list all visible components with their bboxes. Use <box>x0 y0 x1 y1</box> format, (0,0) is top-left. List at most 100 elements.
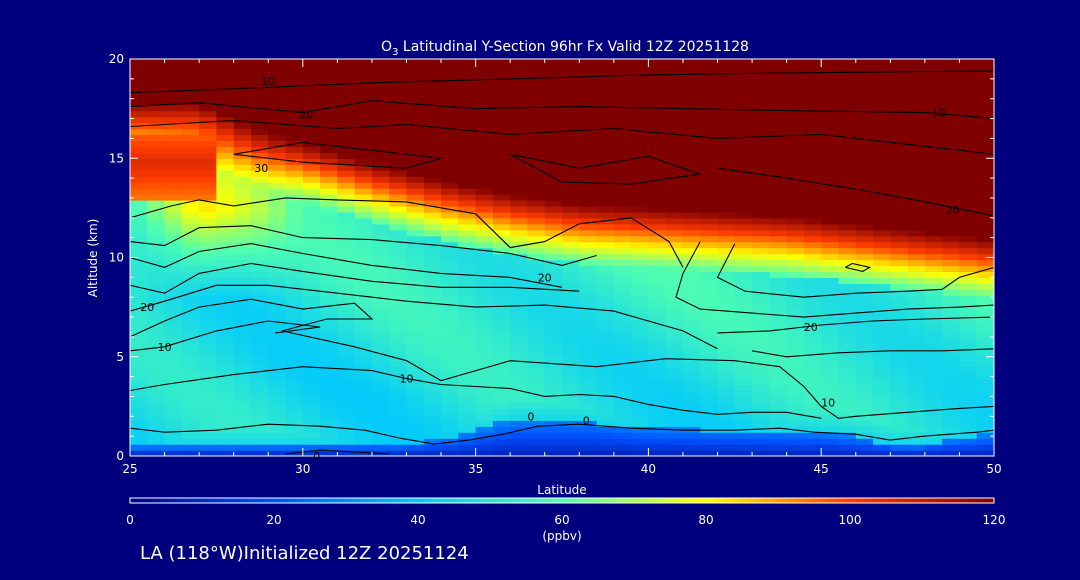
field-cell <box>596 152 615 159</box>
field-cell <box>821 229 840 237</box>
field-cell <box>596 319 615 326</box>
field-cell <box>631 223 649 231</box>
field-cell <box>302 259 321 267</box>
field-cell <box>475 152 494 159</box>
field-cell <box>268 182 287 189</box>
field-cell <box>648 354 667 362</box>
field-cell <box>803 444 822 451</box>
field-cell <box>164 360 183 368</box>
field-cell <box>354 194 373 201</box>
field-cell <box>613 74 632 82</box>
field-cell <box>147 384 166 392</box>
field-cell <box>285 116 304 124</box>
field-cell <box>873 134 891 141</box>
field-cell <box>371 307 390 314</box>
field-cell <box>389 402 408 409</box>
field-cell <box>130 104 148 112</box>
field-cell <box>907 170 926 177</box>
field-cell <box>648 80 667 88</box>
field-cell <box>769 205 788 213</box>
field-cell <box>786 420 805 427</box>
field-cell <box>873 98 891 106</box>
field-cell <box>942 188 961 195</box>
field-cell <box>510 319 529 326</box>
field-cell <box>389 86 408 94</box>
field-cell <box>976 307 994 314</box>
field-cell <box>942 59 961 64</box>
field-cell <box>942 348 961 356</box>
field-cell <box>786 301 805 308</box>
field-cell <box>130 402 148 409</box>
field-cell <box>147 176 166 183</box>
field-cell <box>337 63 356 70</box>
field-cell <box>233 211 252 219</box>
field-cell <box>251 68 269 76</box>
field-cell <box>838 336 857 344</box>
colorbar-ticks: 0 20 40 60 80 100 120 <box>126 513 1005 527</box>
field-cell <box>354 342 373 350</box>
field-cell <box>389 98 408 106</box>
field-cell <box>302 152 321 159</box>
field-cell <box>406 301 425 308</box>
field-cell <box>199 307 217 314</box>
field-cell <box>648 146 667 153</box>
field-cell <box>268 86 287 94</box>
field-cell <box>855 360 874 368</box>
field-cell <box>786 307 805 314</box>
field-cell <box>579 110 598 118</box>
field-cell <box>562 390 580 398</box>
field-cell <box>734 450 753 456</box>
field-cell <box>492 378 511 386</box>
field-cell <box>855 188 874 195</box>
field-cell <box>700 63 719 70</box>
field-cell <box>475 319 494 326</box>
field-cell <box>976 247 994 255</box>
field-cell <box>458 146 477 153</box>
field-cell <box>268 104 287 112</box>
field-cell <box>371 63 390 70</box>
field-cell <box>371 283 390 290</box>
field-cell <box>216 110 235 118</box>
field-cell <box>510 247 529 255</box>
field-cell <box>631 158 649 165</box>
field-cell <box>734 342 753 350</box>
field-cell <box>976 188 994 195</box>
field-cell <box>527 128 546 136</box>
field-cell <box>665 80 684 88</box>
field-cell <box>475 253 494 261</box>
field-cell <box>458 152 477 159</box>
field-cell <box>302 438 321 445</box>
field-cell <box>423 110 442 118</box>
field-cell <box>492 366 511 374</box>
field-cell <box>216 146 235 153</box>
field-cell <box>907 253 926 261</box>
field-cell <box>786 283 805 290</box>
field-cell <box>579 319 598 326</box>
field-cell <box>285 348 304 356</box>
field-cell <box>371 253 390 261</box>
field-cell <box>354 74 373 82</box>
field-cell <box>285 152 304 159</box>
field-cell <box>130 354 148 362</box>
field-cell <box>613 194 632 201</box>
field-cell <box>752 265 770 272</box>
field-cell <box>838 342 857 350</box>
field-cell <box>717 336 736 344</box>
field-cell <box>924 450 943 456</box>
field-cell <box>371 128 390 136</box>
field-cell <box>492 259 511 267</box>
field-cell <box>734 432 753 439</box>
field-cell <box>475 307 494 314</box>
field-cell <box>976 259 994 267</box>
field-cell <box>873 229 891 237</box>
field-cell <box>544 152 563 159</box>
field-cell <box>492 348 511 356</box>
field-cell <box>976 68 994 76</box>
field-cell <box>475 378 494 386</box>
field-cell <box>700 408 719 415</box>
field-cell <box>147 283 166 290</box>
field-cell <box>562 110 580 118</box>
field-cell <box>631 372 649 380</box>
field-cell <box>371 336 390 344</box>
